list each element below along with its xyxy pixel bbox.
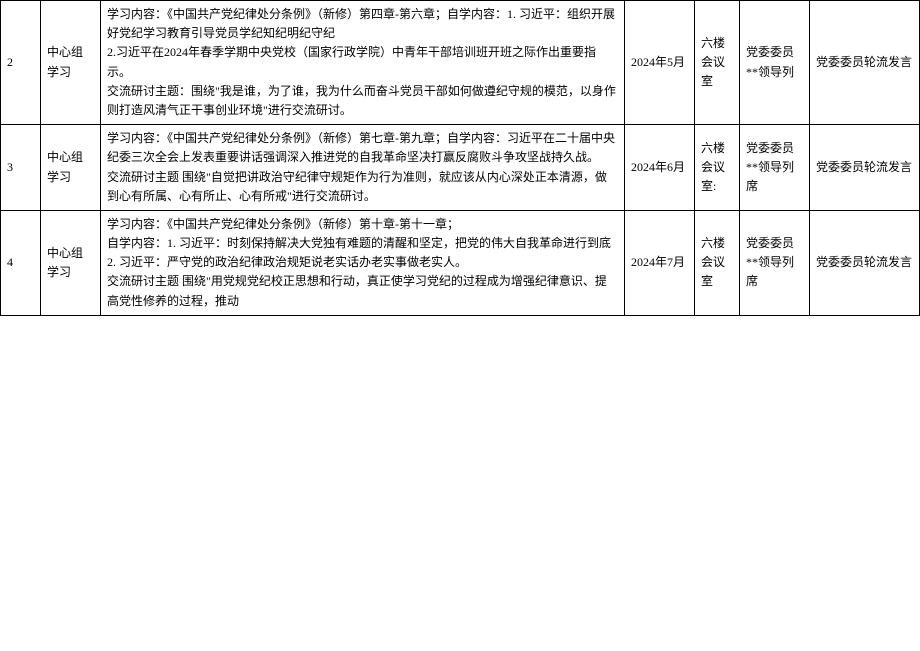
table-row: 3 中心组学习 学习内容：《中国共产党纪律处分条例》（新修）第七章-第九章；自学… (1, 125, 920, 211)
table-row: 2 中心组学习 学习内容：《中国共产党纪律处分条例》（新修）第四章-第六章；自学… (1, 1, 920, 125)
cell-place: 六楼会议室: (695, 125, 740, 211)
cell-type: 中心组学习 (41, 210, 101, 315)
cell-seq: 2 (1, 1, 41, 125)
cell-type: 中心组学习 (41, 1, 101, 125)
table-row: 4 中心组学习 学习内容：《中国共产党纪律处分条例》（新修）第十章-第十一章；自… (1, 210, 920, 315)
cell-place: 六楼会议室 (695, 1, 740, 125)
cell-seq: 3 (1, 125, 41, 211)
cell-place: 六楼会议室 (695, 210, 740, 315)
cell-date: 2024年5月 (625, 1, 695, 125)
cell-type: 中心组学习 (41, 125, 101, 211)
cell-seq: 4 (1, 210, 41, 315)
cell-attendee: 党委委员**领导列席 (740, 125, 810, 211)
cell-attendee: 党委委员**领导列 (740, 1, 810, 125)
cell-date: 2024年6月 (625, 125, 695, 211)
cell-attendee: 党委委员**领导列席 (740, 210, 810, 315)
cell-note: 党委委员轮流发言 (810, 1, 920, 125)
cell-content: 学习内容：《中国共产党纪律处分条例》（新修）第四章-第六章；自学内容：1. 习近… (101, 1, 625, 125)
cell-note: 党委委员轮流发言 (810, 210, 920, 315)
cell-content: 学习内容：《中国共产党纪律处分条例》（新修）第十章-第十一章；自学内容：1. 习… (101, 210, 625, 315)
cell-date: 2024年7月 (625, 210, 695, 315)
cell-content: 学习内容：《中国共产党纪律处分条例》（新修）第七章-第九章；自学内容：习近平在二… (101, 125, 625, 211)
study-schedule-table: 2 中心组学习 学习内容：《中国共产党纪律处分条例》（新修）第四章-第六章；自学… (0, 0, 920, 316)
cell-note: 党委委员轮流发言 (810, 125, 920, 211)
